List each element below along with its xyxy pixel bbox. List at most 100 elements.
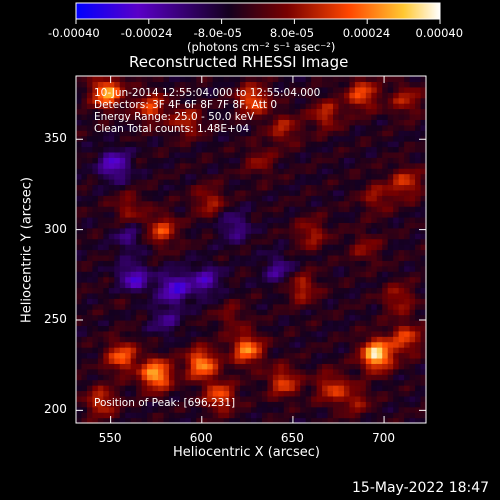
heatmap-cell xyxy=(415,374,422,381)
heatmap-cell xyxy=(201,271,208,278)
heatmap-cell xyxy=(376,103,383,110)
heatmap-cell xyxy=(168,298,176,305)
heatmap-cell xyxy=(245,385,252,392)
heatmap-cell xyxy=(158,135,165,142)
heatmap-cell xyxy=(360,151,367,158)
heatmap-cell xyxy=(97,330,104,337)
heatmap-cell xyxy=(322,168,329,175)
heatmap-cell xyxy=(212,265,219,272)
heatmap-cell xyxy=(207,195,214,202)
heatmap-cell xyxy=(393,76,400,83)
heatmap-cell xyxy=(327,341,334,348)
heatmap-cell xyxy=(267,206,274,213)
heatmap-cell xyxy=(86,206,94,213)
heatmap-cell xyxy=(376,108,383,115)
heatmap-cell xyxy=(343,292,351,299)
heatmap-cell xyxy=(343,417,351,424)
heatmap-cell xyxy=(76,287,83,294)
heatmap-cell xyxy=(294,130,301,137)
heatmap-cell xyxy=(376,92,383,99)
heatmap-cell xyxy=(349,200,356,207)
heatmap-cell xyxy=(415,108,422,115)
heatmap-cell xyxy=(360,271,367,278)
heatmap-cell xyxy=(130,292,137,299)
heatmap-cell xyxy=(349,157,356,164)
heatmap-cell xyxy=(256,97,263,104)
heatmap-cell xyxy=(311,260,318,267)
heatmap-cell xyxy=(196,276,203,283)
heatmap-cell xyxy=(179,86,186,93)
heatmap-cell xyxy=(207,401,214,408)
heatmap-cell xyxy=(163,368,170,375)
heatmap-cell xyxy=(240,347,247,354)
heatmap-cell xyxy=(92,412,99,419)
heatmap-cell xyxy=(305,162,312,169)
heatmap-cell xyxy=(365,184,372,191)
heatmap-cell xyxy=(316,238,323,245)
heatmap-cell xyxy=(97,347,104,354)
heatmap-cell xyxy=(289,401,296,408)
heatmap-cell xyxy=(81,363,88,370)
heatmap-cell xyxy=(261,157,269,164)
heatmap-cell xyxy=(409,135,416,142)
heatmap-cell xyxy=(125,244,132,251)
heatmap-cell xyxy=(212,254,219,261)
heatmap-cell xyxy=(218,260,225,267)
heatmap-cell xyxy=(420,227,427,234)
heatmap-cell xyxy=(229,86,236,93)
heatmap-cell xyxy=(256,227,263,234)
heatmap-cell xyxy=(398,195,405,202)
heatmap-cell xyxy=(229,157,236,164)
heatmap-cell xyxy=(365,254,372,261)
heatmap-cell xyxy=(305,330,312,337)
heatmap-cell xyxy=(393,189,400,196)
heatmap-cell xyxy=(371,168,378,175)
chart-title: Reconstructed RHESSI Image xyxy=(129,53,349,71)
heatmap-cell xyxy=(229,357,236,364)
heatmap-cell xyxy=(267,108,274,115)
heatmap-cell xyxy=(245,341,252,348)
heatmap-cell xyxy=(179,379,186,386)
heatmap-cell xyxy=(81,271,88,278)
heatmap-cell xyxy=(354,113,361,120)
heatmap-cell xyxy=(185,76,192,83)
heatmap-cell xyxy=(114,374,121,381)
heatmap-cell xyxy=(327,244,334,251)
heatmap-cell xyxy=(174,206,181,213)
heatmap-cell xyxy=(185,254,192,261)
heatmap-cell xyxy=(81,92,88,99)
heatmap-cell xyxy=(272,374,279,381)
heatmap-cell xyxy=(360,244,367,251)
heatmap-cell xyxy=(371,265,378,272)
heatmap-cell xyxy=(272,347,279,354)
heatmap-cell xyxy=(163,265,170,272)
heatmap-cell xyxy=(190,325,197,332)
heatmap-cell xyxy=(92,352,99,359)
heatmap-cell xyxy=(322,363,329,370)
heatmap-cell xyxy=(86,135,94,142)
heatmap-cell xyxy=(294,271,301,278)
heatmap-cell xyxy=(256,119,263,126)
heatmap-cell xyxy=(322,325,329,332)
heatmap-cell xyxy=(322,292,329,299)
heatmap-cell xyxy=(207,119,214,126)
heatmap-cell xyxy=(327,130,334,137)
heatmap-cell xyxy=(283,238,290,245)
heatmap-cell xyxy=(371,206,378,213)
heatmap-cell xyxy=(240,282,247,289)
heatmap-cell xyxy=(349,260,356,267)
heatmap-cell xyxy=(147,390,154,397)
heatmap-cell xyxy=(272,92,279,99)
heatmap-cell xyxy=(240,357,247,364)
heatmap-cell xyxy=(393,157,400,164)
heatmap-cell xyxy=(322,200,329,207)
heatmap-cell xyxy=(108,330,115,337)
heatmap-cell xyxy=(207,385,214,392)
heatmap-cell xyxy=(108,103,115,110)
heatmap-cell xyxy=(92,244,99,251)
heatmap-cell xyxy=(119,395,126,402)
heatmap-cell xyxy=(256,103,263,110)
heatmap-cell xyxy=(343,254,351,261)
heatmap-cell xyxy=(141,179,148,186)
heatmap-cell xyxy=(103,119,110,126)
